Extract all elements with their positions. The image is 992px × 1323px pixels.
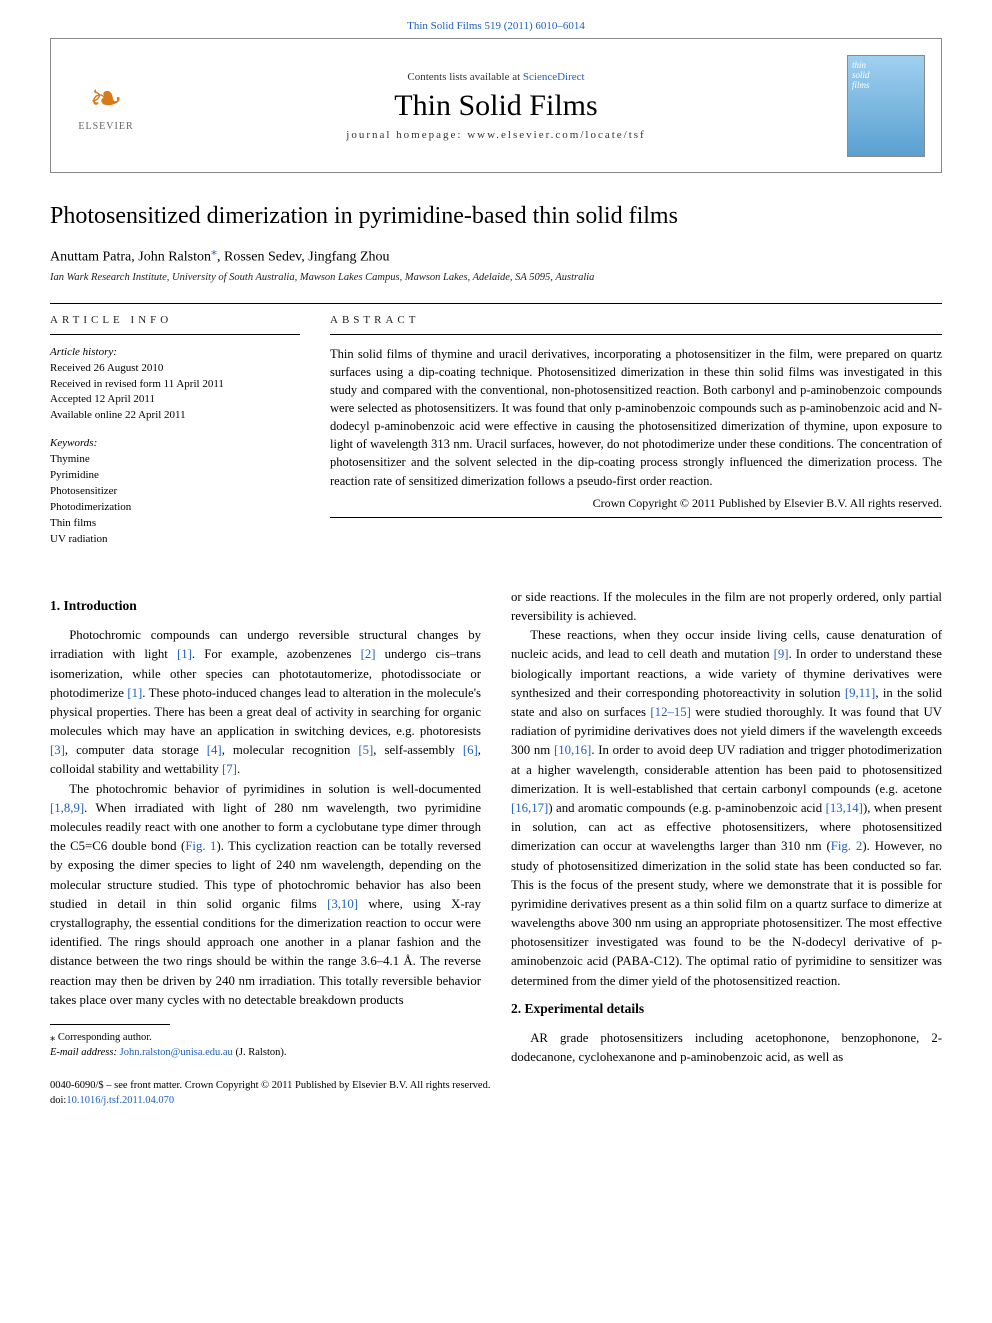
- citation-link[interactable]: [3]: [50, 743, 65, 757]
- citation-link[interactable]: [1]: [127, 686, 142, 700]
- history-line: Accepted 12 April 2011: [50, 392, 300, 408]
- history-line: Available online 22 April 2011: [50, 408, 300, 424]
- section-heading-experimental: 2. Experimental details: [511, 999, 942, 1019]
- citation-link[interactable]: [3,10]: [327, 897, 358, 911]
- citation-link[interactable]: [13,14]: [826, 801, 863, 815]
- citation-link[interactable]: [1,8,9]: [50, 801, 84, 815]
- history-line: Received in revised form 11 April 2011: [50, 377, 300, 393]
- journal-cover-thumb: thin solid films: [847, 55, 925, 157]
- separator-abstract-bottom: [330, 517, 942, 518]
- section-heading-intro: 1. Introduction: [50, 596, 481, 616]
- keywords-block: Keywords: Thymine Pyrimidine Photosensit…: [50, 436, 300, 548]
- page-range-top: Thin Solid Films 519 (2011) 6010–6014: [0, 0, 992, 38]
- corresponding-email-link[interactable]: John.ralston@unisa.edu.au: [120, 1047, 233, 1058]
- figure-link[interactable]: Fig. 1: [185, 839, 216, 853]
- keyword: Photodimerization: [50, 500, 300, 516]
- cover-line-1: thin: [852, 60, 920, 70]
- author-line: Anuttam Patra, John Ralston⁎, Rossen Sed…: [50, 244, 942, 266]
- body-paragraph: or side reactions. If the molecules in t…: [511, 588, 942, 626]
- keyword: Pyrimidine: [50, 468, 300, 484]
- page-range-link[interactable]: Thin Solid Films 519 (2011) 6010–6014: [407, 20, 585, 32]
- journal-cover-cell: thin solid films: [831, 39, 941, 172]
- figure-link[interactable]: Fig. 2: [831, 839, 863, 853]
- abstract-text: Thin solid films of thymine and uracil d…: [330, 345, 942, 490]
- body-paragraph: AR grade photosensitizers including acet…: [511, 1029, 942, 1067]
- footnote-label: Corresponding author.: [55, 1032, 152, 1043]
- article-title: Photosensitized dimerization in pyrimidi…: [50, 203, 942, 230]
- citation-link[interactable]: [9]: [774, 647, 789, 661]
- citation-link[interactable]: [5]: [358, 743, 373, 757]
- text-run: ) and aromatic compounds (e.g. p-aminobe…: [548, 801, 825, 815]
- history-line: Received 26 August 2010: [50, 361, 300, 377]
- citation-link[interactable]: [4]: [207, 743, 222, 757]
- email-person: (J. Ralston).: [233, 1047, 287, 1058]
- publisher-logo-cell: ❧ ELSEVIER: [51, 39, 161, 172]
- article-info-heading: ARTICLE INFO: [50, 314, 300, 326]
- keywords-label: Keywords:: [50, 436, 300, 452]
- article-history-block: Article history: Received 26 August 2010…: [50, 345, 300, 425]
- citation-link[interactable]: [10,16]: [554, 743, 591, 757]
- footer-copyright-line: 0040-6090/$ – see front matter. Crown Co…: [50, 1079, 942, 1094]
- citation-link[interactable]: [7]: [222, 762, 237, 776]
- citation-link[interactable]: [2]: [361, 647, 376, 661]
- article-history-label: Article history:: [50, 345, 300, 361]
- journal-header-mid: Contents lists available at ScienceDirec…: [161, 39, 831, 172]
- elsevier-tree-icon: ❧: [89, 79, 123, 119]
- corresponding-author-footnote: ⁎ Corresponding author. E-mail address: …: [50, 1031, 481, 1060]
- authors-after-corresponding: , Rossen Sedev, Jingfang Zhou: [217, 250, 390, 265]
- sciencedirect-link[interactable]: ScienceDirect: [523, 71, 585, 83]
- cover-line-3: films: [852, 80, 920, 90]
- text-run: The photochromic behavior of pyrimidines…: [69, 782, 481, 796]
- citation-link[interactable]: [16,17]: [511, 801, 548, 815]
- body-paragraph: The photochromic behavior of pyrimidines…: [50, 780, 481, 1010]
- separator-top: [50, 303, 942, 304]
- text-run: , molecular recognition: [222, 743, 359, 757]
- separator-info-right: [330, 334, 942, 335]
- abstract-heading: ABSTRACT: [330, 314, 942, 326]
- journal-header: ❧ ELSEVIER Contents lists available at S…: [50, 38, 942, 173]
- page-footer: 0040-6090/$ – see front matter. Crown Co…: [50, 1079, 942, 1108]
- journal-title: Thin Solid Films: [394, 89, 597, 123]
- elsevier-wordmark: ELSEVIER: [78, 121, 133, 132]
- citation-link[interactable]: [9,11]: [845, 686, 875, 700]
- body-paragraph: Photochromic compounds can undergo rever…: [50, 626, 481, 780]
- journal-homepage-prefix: journal homepage:: [346, 129, 467, 141]
- doi-link[interactable]: 10.1016/j.tsf.2011.04.070: [66, 1095, 174, 1106]
- affiliation: Ian Wark Research Institute, University …: [50, 272, 942, 283]
- abstract-copyright: Crown Copyright © 2011 Published by Else…: [330, 496, 942, 511]
- citation-link[interactable]: [6]: [463, 743, 478, 757]
- citation-link[interactable]: [1]: [177, 647, 192, 661]
- elsevier-logo: ❧ ELSEVIER: [66, 56, 146, 156]
- keyword: Photosensitizer: [50, 484, 300, 500]
- body-column-left: 1. Introduction Photochromic compounds c…: [50, 588, 481, 1068]
- cover-line-2: solid: [852, 70, 920, 80]
- body-paragraph: These reactions, when they occur inside …: [511, 626, 942, 991]
- body-column-right: or side reactions. If the molecules in t…: [511, 588, 942, 1068]
- text-run: .: [237, 762, 240, 776]
- sciencedirect-line: Contents lists available at ScienceDirec…: [407, 71, 584, 83]
- doi-label: doi:: [50, 1095, 66, 1106]
- sciencedirect-prefix: Contents lists available at: [407, 71, 522, 83]
- text-run: . For example, azobenzenes: [192, 647, 361, 661]
- footnote-rule: [50, 1024, 170, 1025]
- keyword: Thymine: [50, 452, 300, 468]
- text-run: where, using X-ray crystallography, the …: [50, 897, 481, 1007]
- text-run: , computer data storage: [65, 743, 207, 757]
- separator-info-left: [50, 334, 300, 335]
- text-run: , self-assembly: [373, 743, 463, 757]
- journal-homepage-line: journal homepage: www.elsevier.com/locat…: [346, 129, 645, 141]
- journal-homepage-url[interactable]: www.elsevier.com/locate/tsf: [467, 129, 646, 141]
- text-run: ). However, no study of photosensitized …: [511, 839, 942, 987]
- citation-link[interactable]: [12–15]: [650, 705, 691, 719]
- email-label: E-mail address:: [50, 1047, 120, 1058]
- keyword: Thin films: [50, 516, 300, 532]
- keyword: UV radiation: [50, 532, 300, 548]
- authors-before-corresponding: Anuttam Patra, John Ralston: [50, 250, 211, 265]
